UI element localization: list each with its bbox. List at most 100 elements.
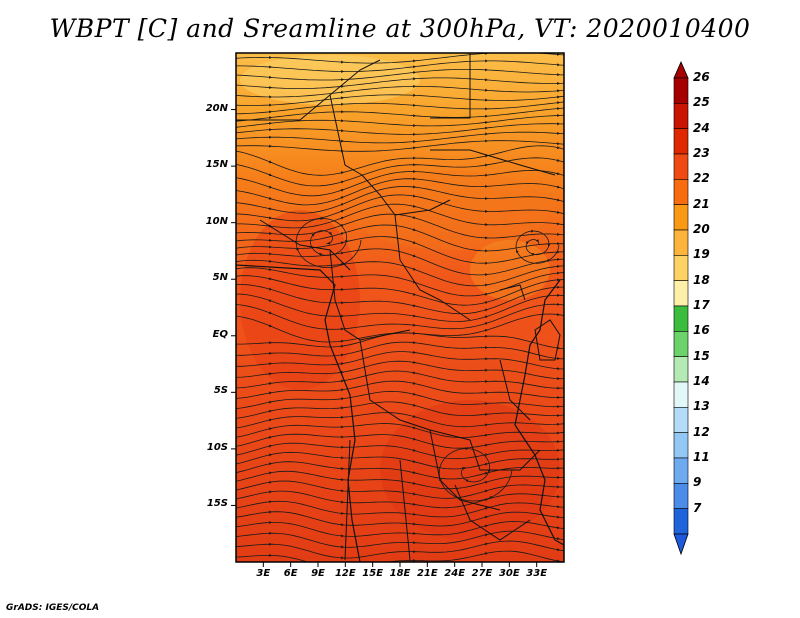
streamline-arrow — [484, 301, 488, 305]
streamline-arrow — [485, 120, 488, 125]
streamline — [236, 370, 564, 389]
streamline-arrow — [489, 495, 493, 499]
streamline-arrow — [341, 500, 344, 504]
colorbar-label: 24 — [693, 120, 710, 135]
streamline — [236, 123, 564, 135]
streamline-arrow — [412, 215, 416, 219]
colorbar-swatch — [673, 483, 689, 509]
streamline-arrow — [340, 232, 344, 236]
streamline — [236, 550, 564, 562]
lon-label: 18E — [389, 568, 411, 579]
streamline-arrow — [556, 146, 560, 150]
streamline-arrow — [269, 510, 272, 514]
streamline-arrow — [341, 69, 344, 74]
lat-label: 5S — [213, 385, 228, 397]
streamline-arrow — [485, 391, 488, 395]
streamline-arrow — [413, 350, 416, 354]
streamline-arrow — [412, 360, 416, 364]
streamline-arrow — [341, 353, 344, 357]
streamline — [236, 521, 564, 537]
streamline-arrow — [296, 247, 300, 251]
streamline-arrow — [485, 346, 488, 350]
streamline-arrow — [341, 406, 344, 410]
streamline-arrow — [341, 425, 344, 429]
streamline-arrow — [269, 490, 272, 494]
streamline-arrow — [268, 418, 272, 422]
colorbar-swatch — [673, 229, 689, 256]
lat-label: 15S — [206, 498, 228, 510]
streamline-arrow — [269, 252, 272, 256]
colorbar-label: 15 — [693, 348, 710, 363]
streamline-arrow — [557, 285, 560, 289]
streamline-arrow — [340, 241, 344, 245]
streamline-arrow — [268, 173, 272, 177]
streamline-arrow — [485, 273, 488, 277]
streamline-arrow — [328, 231, 332, 236]
streamline-arrow — [557, 63, 560, 67]
streamline-arrow — [557, 495, 560, 499]
streamline-arrow — [341, 314, 344, 318]
streamline-arrow — [412, 437, 416, 441]
streamline-arrow — [268, 324, 272, 328]
streamline-arrow — [269, 341, 272, 345]
lat-label: 10S — [206, 441, 228, 453]
streamline-arrow — [557, 81, 560, 85]
streamline-arrow — [268, 267, 272, 271]
streamline-arrow — [412, 502, 416, 506]
streamline-arrow — [557, 485, 560, 489]
streamline-arrow — [484, 524, 488, 528]
streamline — [236, 540, 564, 559]
streamline-arrow — [341, 110, 344, 114]
streamline-arrow — [485, 357, 488, 361]
streamline-arrow — [341, 556, 344, 560]
streamline-arrow — [269, 135, 272, 139]
grads-credit: GrADS: IGES/COLA — [6, 603, 100, 613]
streamline-arrow — [340, 180, 344, 184]
streamline-arrow — [269, 372, 272, 376]
streamline-arrow — [269, 238, 272, 242]
streamline — [295, 218, 362, 269]
streamline-arrow — [413, 84, 416, 88]
colorbar-label: 23 — [693, 146, 710, 160]
streamline-arrow — [413, 558, 416, 562]
streamline-arrow — [413, 550, 416, 554]
streamline-arrow — [318, 253, 322, 256]
lon-label: 6E — [283, 568, 298, 579]
streamline-arrow — [557, 89, 560, 93]
colorbar-bottom-arrow — [673, 533, 689, 556]
streamline — [236, 248, 564, 276]
streamline-arrow — [413, 65, 416, 69]
streamline-arrow — [341, 523, 344, 527]
streamline-arrow — [413, 77, 416, 81]
streamline-arrow — [557, 395, 560, 400]
streamline-arrow — [484, 433, 488, 437]
streamline — [236, 203, 564, 229]
streamline — [236, 433, 564, 449]
streamline-arrow — [557, 107, 560, 111]
streamline — [236, 267, 564, 297]
colorbar-swatch — [673, 204, 689, 231]
streamline-arrow — [557, 131, 560, 135]
colorbar-label: 17 — [693, 298, 710, 312]
streamline-arrow — [485, 209, 488, 213]
colorbar-label: 26 — [693, 70, 710, 84]
streamline-arrow — [484, 462, 488, 466]
streamline-arrow — [485, 283, 488, 287]
streamline-arrow — [485, 236, 488, 240]
lon-label: 33E — [526, 568, 548, 579]
streamline-arrow — [556, 526, 560, 530]
streamline-arrow — [268, 444, 272, 448]
streamline-arrow — [557, 278, 560, 282]
streamline-arrow — [557, 475, 560, 479]
streamline-arrow — [412, 448, 416, 452]
streamline-arrow — [413, 93, 416, 97]
streamline-arrow — [412, 204, 416, 208]
streamline-arrow — [547, 243, 551, 247]
colorbar — [673, 61, 689, 556]
streamline-arrow — [557, 264, 560, 268]
streamline-arrow — [557, 271, 560, 275]
streamline-arrow — [269, 531, 272, 535]
colorbar-swatch — [673, 179, 689, 205]
streamline-arrow — [412, 492, 416, 496]
streamline-arrow — [341, 96, 344, 100]
